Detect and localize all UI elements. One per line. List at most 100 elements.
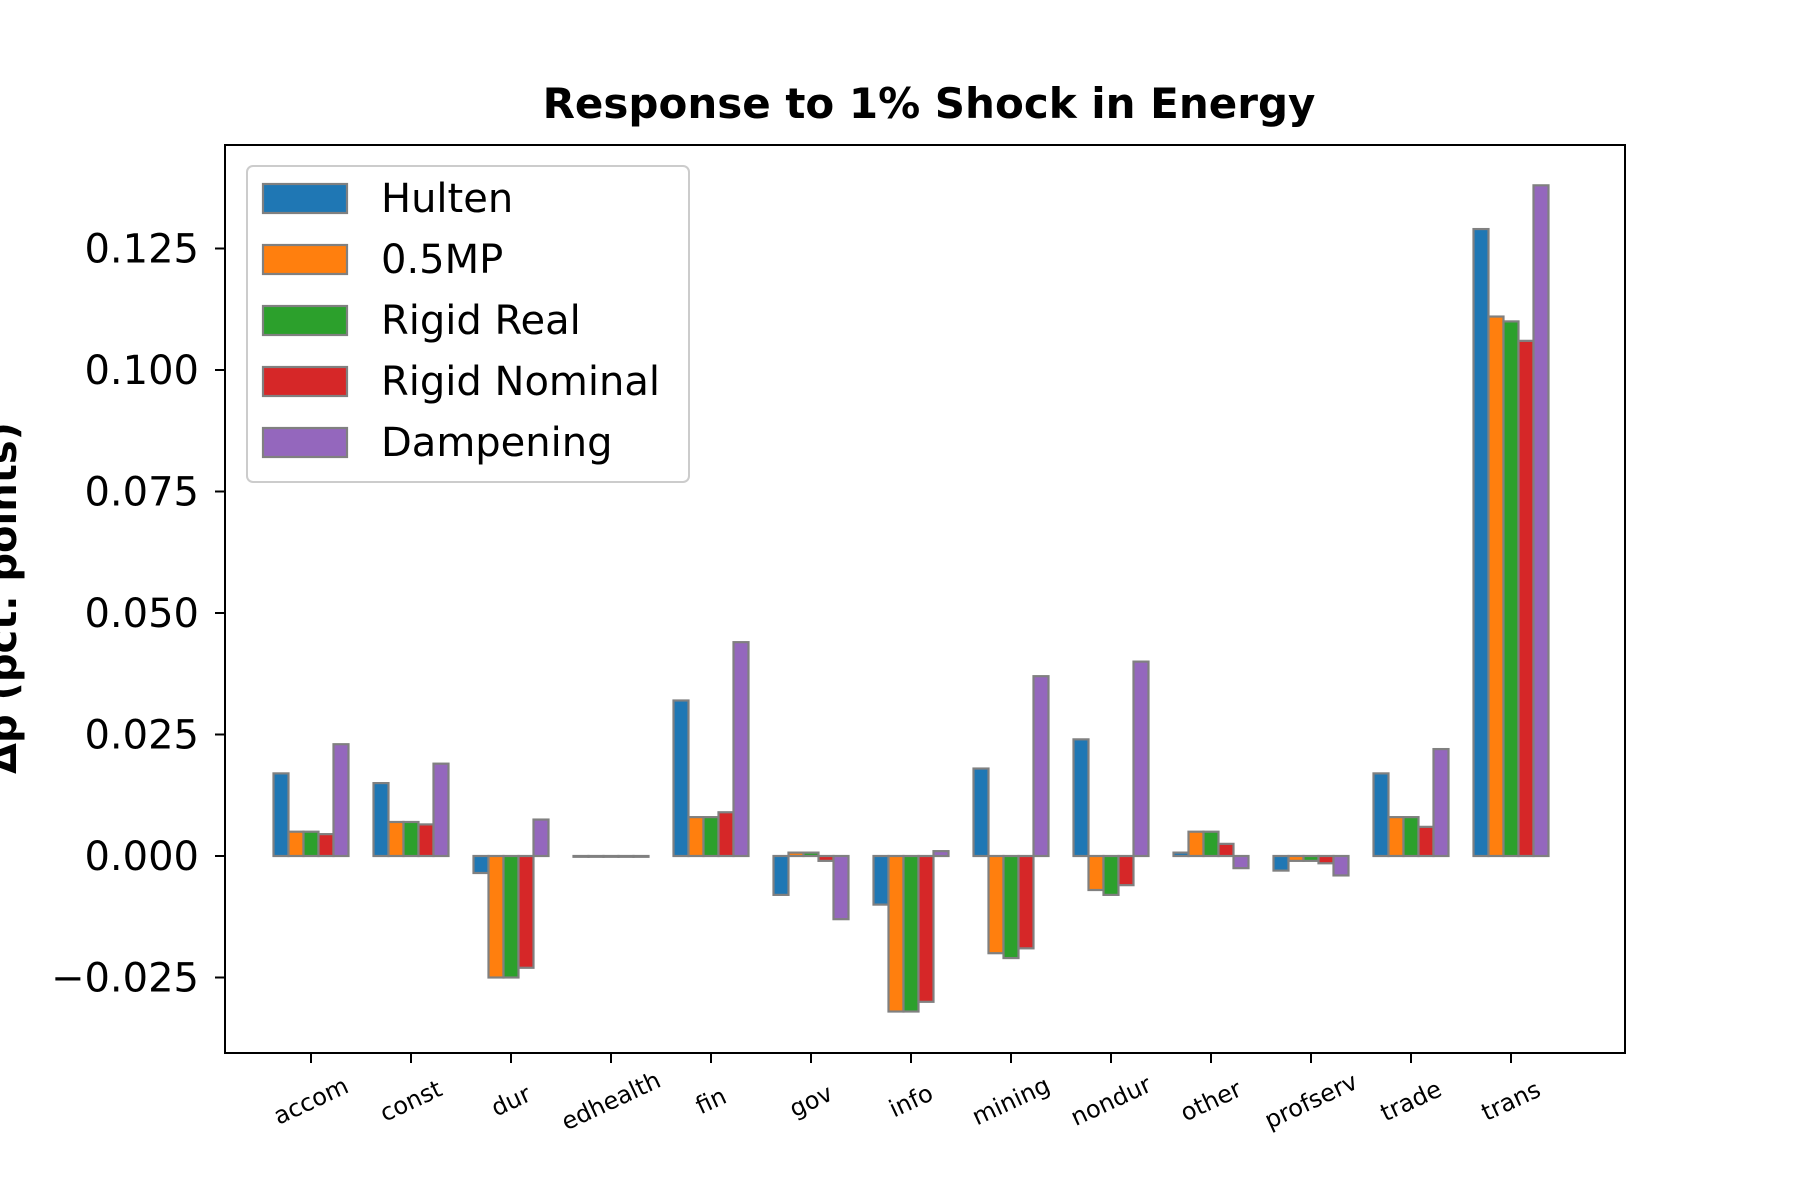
bar-dampening-trans <box>1532 184 1550 858</box>
bar-dampening-accom <box>332 743 350 858</box>
legend-box <box>246 165 690 483</box>
bar-rigid-nominal-fin <box>717 811 735 858</box>
x-tick-label: fin <box>691 1082 730 1120</box>
bar-hulten-info <box>872 854 890 906</box>
bar-rigid-nominal-other <box>1217 842 1235 858</box>
x-tick-label: accom <box>269 1072 353 1131</box>
bar-dampening-profserv <box>1332 854 1350 877</box>
bar-rigid-nominal-trans <box>1517 339 1535 858</box>
bar-rigid-real-mining <box>1002 854 1020 960</box>
x-tick-label: mining <box>968 1071 1054 1131</box>
bar-0-5mp-info <box>887 854 905 1013</box>
bar-rigid-real-trans <box>1502 320 1520 858</box>
legend-label: 0.5MP <box>381 237 503 283</box>
bar-rigid-nominal-const <box>417 823 435 858</box>
bar-hulten-gov <box>772 854 790 896</box>
bar-0-5mp-nondur <box>1087 854 1105 892</box>
y-tick-label: 0.100 <box>84 348 199 394</box>
x-tick-label: dur <box>487 1080 535 1122</box>
y-tick-label: 0.000 <box>84 834 199 880</box>
bar-dampening-nondur <box>1132 660 1150 858</box>
y-tick-label: 0.075 <box>84 470 199 516</box>
bar-0-5mp-gov <box>787 851 805 858</box>
plot-frame <box>224 144 1626 1054</box>
bar-0-5mp-mining <box>987 854 1005 955</box>
bar-rigid-real-gov <box>802 851 820 858</box>
y-axis-label: Δp (pct. points) <box>0 422 26 774</box>
bar-0-5mp-accom <box>287 830 305 858</box>
bar-0-5mp-const <box>387 820 405 858</box>
bar-0-5mp-other <box>1187 830 1205 858</box>
bar-rigid-nominal-dur <box>517 854 535 969</box>
bar-rigid-real-accom <box>302 830 320 858</box>
y-tick-label: 0.025 <box>84 713 199 759</box>
bar-dampening-trade <box>1432 747 1450 858</box>
x-tick-label: edhealth <box>557 1066 665 1136</box>
legend-label: Dampening <box>381 420 612 466</box>
y-axis: −0.025 0.000 0.025 0.050 0.075 0.100 0.125 <box>51 227 225 1002</box>
bar-rigid-nominal-profserv <box>1317 854 1335 865</box>
bar-rigid-nominal-trade <box>1417 825 1435 858</box>
legend-label: Rigid Real <box>381 298 581 344</box>
legend-swatch <box>261 304 349 337</box>
x-tick-label: const <box>376 1075 447 1128</box>
legend: Hulten 0.5MP Rigid Real Rigid Nominal Dampen… <box>246 165 690 483</box>
bar-rigid-nominal-nondur <box>1117 854 1135 887</box>
bar-rigid-real-const <box>402 820 420 858</box>
bar-rigid-real-fin <box>702 816 720 858</box>
bar-0-5mp-fin <box>687 816 705 858</box>
bar-hulten-other <box>1172 851 1190 858</box>
bar-dampening-const <box>432 762 450 858</box>
bar-dampening-dur <box>532 818 550 858</box>
bar-rigid-real-nondur <box>1102 854 1120 896</box>
bar-rigid-real-info <box>902 854 920 1013</box>
x-tick-label: gov <box>785 1079 837 1123</box>
bar-dampening-info <box>932 850 950 858</box>
bar-0-5mp-profserv <box>1287 854 1305 862</box>
bar-rigid-real-profserv <box>1302 854 1320 862</box>
bar-rigid-real-other <box>1202 830 1220 858</box>
legend-swatch <box>261 426 349 459</box>
x-tick-label: trans <box>1477 1075 1545 1126</box>
x-tick-label: trade <box>1376 1075 1446 1127</box>
bar-dampening-other <box>1232 854 1250 870</box>
x-tick-label: other <box>1176 1075 1246 1127</box>
bar-hulten-trans <box>1472 227 1490 858</box>
bar-hulten-trade <box>1372 772 1390 858</box>
bar-hulten-profserv <box>1272 854 1290 872</box>
bar-0-5mp-trade <box>1387 816 1405 858</box>
bars-layer <box>272 184 1550 1013</box>
bar-hulten-fin <box>672 699 690 858</box>
bar-rigid-real-trade <box>1402 816 1420 858</box>
bar-dampening-edhealth <box>632 854 650 858</box>
bar-rigid-nominal-edhealth <box>617 854 635 858</box>
bar-dampening-mining <box>1032 675 1050 858</box>
bar-rigid-real-dur <box>502 854 520 979</box>
y-tick-label: 0.050 <box>84 591 199 637</box>
legend-swatch <box>261 243 349 276</box>
bar-hulten-accom <box>272 772 290 858</box>
legend-swatch <box>261 365 349 398</box>
y-tick-label: −0.025 <box>51 956 199 1002</box>
legend-label: Rigid Nominal <box>381 359 660 405</box>
legend-label: Hulten <box>381 176 513 222</box>
bar-hulten-dur <box>472 854 490 875</box>
bar-hulten-edhealth <box>572 854 590 858</box>
chart-title: Response to 1% Shock in Energy <box>543 79 1316 128</box>
bar-0-5mp-dur <box>487 854 505 979</box>
bar-dampening-gov <box>832 854 850 921</box>
bar-0-5mp-edhealth <box>587 854 605 858</box>
x-tick-label: profserv <box>1260 1067 1362 1134</box>
legend-swatch <box>261 182 349 215</box>
bar-dampening-fin <box>732 641 750 858</box>
bar-rigid-real-edhealth <box>602 854 620 858</box>
bar-rigid-nominal-accom <box>317 833 335 858</box>
bar-rigid-nominal-info <box>917 854 935 1003</box>
bar-0-5mp-trans <box>1487 315 1505 858</box>
x-tick-label: nondur <box>1066 1070 1155 1132</box>
x-axis: accom const dur edhealth fin gov info mining non… <box>269 1053 1545 1136</box>
bar-hulten-nondur <box>1072 738 1090 858</box>
bar-rigid-nominal-mining <box>1017 854 1035 950</box>
bar-hulten-mining <box>972 767 990 858</box>
